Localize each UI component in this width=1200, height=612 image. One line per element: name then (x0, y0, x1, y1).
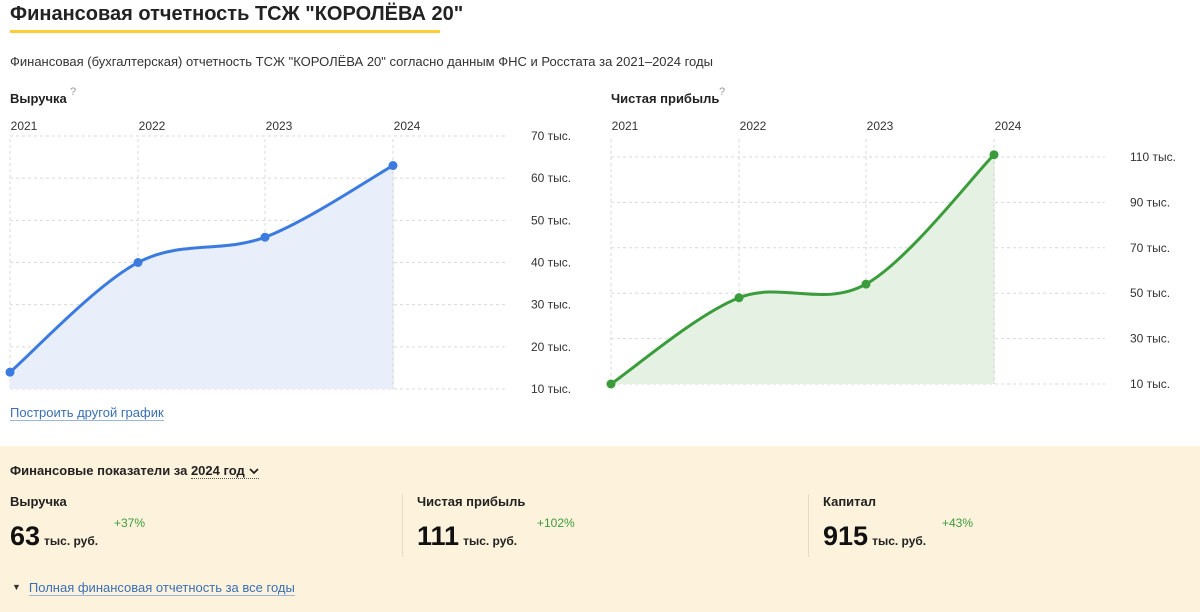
area-fill (10, 165, 393, 389)
build-other-chart-link[interactable]: Построить другой график (10, 405, 164, 421)
x-tick-label: 2021 (612, 119, 639, 133)
y-tick-label: 90 тыс. (1130, 195, 1170, 209)
y-tick-label: 10 тыс. (1130, 377, 1170, 391)
data-point (260, 232, 270, 242)
metric-net-profit: Чистая прибыль 111 тыс. руб. +102% (402, 494, 575, 557)
metric-change: +43% (942, 516, 974, 530)
series-line (609, 153, 996, 386)
metric-value: 111 (417, 521, 460, 551)
y-tick-label: 30 тыс. (531, 298, 571, 312)
data-point (734, 293, 744, 303)
metric-unit: тыс. руб. (872, 534, 927, 548)
full-report: ▼ Полная финансовая отчетность за все год… (12, 580, 295, 596)
data-point (5, 367, 15, 377)
x-tick-label: 2023 (867, 119, 894, 133)
metric-value: 915 (823, 521, 869, 551)
metric-label: Капитал (823, 494, 877, 509)
page-subtitle: Финансовая (бухгалтерская) отчетность ТС… (10, 54, 713, 69)
revenue-help-icon[interactable]: ? (70, 86, 77, 98)
data-point (606, 379, 616, 389)
y-tick-label: 30 тыс. (1130, 332, 1170, 346)
metric-unit: тыс. руб. (44, 534, 99, 548)
x-tick-label: 2021 (11, 119, 38, 133)
y-tick-label: 60 тыс. (531, 171, 571, 185)
x-tick-label: 2023 (266, 119, 293, 133)
full-report-link[interactable]: Полная финансовая отчетность за все годы (28, 580, 295, 596)
metric-value: 63 (10, 521, 41, 551)
y-tick-label: 10 тыс. (531, 382, 571, 396)
page-title: Финансовая отчетность ТСЖ "КОРОЛЁВА 20" (10, 3, 464, 25)
revenue-chart: 10 тыс. 20 тыс. 30 тыс. 40 тыс. 50 тыс. 60 ты… (5, 119, 571, 396)
series-line (8, 164, 395, 374)
financial-summary-panel: Финансовые показатели за 2024 год Выручк… (0, 446, 1200, 612)
revenue-chart-title: Выручка (10, 91, 67, 106)
x-tick-label: 2022 (740, 119, 767, 133)
metric-label: Чистая прибыль (417, 494, 526, 509)
x-tick-label: 2024 (995, 119, 1022, 133)
triangle-down-icon: ▼ (12, 582, 21, 592)
profit-help-icon[interactable]: ? (719, 86, 726, 98)
data-point (989, 150, 999, 160)
metric-change: +37% (114, 516, 146, 530)
metric-unit: тыс. руб. (463, 534, 518, 548)
x-tick-label: 2022 (139, 119, 166, 133)
y-tick-label: 70 тыс. (1130, 241, 1170, 255)
y-tick-label: 110 тыс. (1130, 150, 1176, 164)
area-fill (611, 154, 994, 384)
y-tick-label: 50 тыс. (1130, 286, 1170, 300)
year-selector[interactable]: 2024 год (190, 463, 259, 479)
y-tick-label: 40 тыс. (531, 256, 571, 270)
data-point (388, 161, 398, 171)
title-underline (10, 30, 440, 33)
data-point (133, 258, 143, 267)
profit-chart-title: Чистая прибыль (611, 91, 720, 106)
metric-label: Выручка (10, 494, 67, 509)
metric-capital: Капитал 915 тыс. руб. +43% (808, 494, 973, 557)
summary-heading: Финансовые показатели за 2024 год (10, 463, 259, 479)
year-selector-value: 2024 год (190, 463, 245, 478)
x-tick-label: 2024 (394, 119, 421, 133)
metric-change: +102% (537, 516, 575, 530)
profit-chart: 10 тыс. 30 тыс. 50 тыс. 70 тыс. 90 тыс. 110 т… (606, 119, 1176, 391)
chevron-down-icon (249, 468, 259, 475)
y-tick-label: 20 тыс. (531, 340, 571, 354)
data-point (861, 279, 871, 289)
summary-heading-prefix: Финансовые показатели за (10, 463, 188, 478)
y-tick-label: 50 тыс. (531, 213, 571, 227)
metric-revenue: Выручка 63 тыс. руб. +37% (10, 494, 145, 557)
y-tick-label: 70 тыс. (531, 129, 571, 143)
